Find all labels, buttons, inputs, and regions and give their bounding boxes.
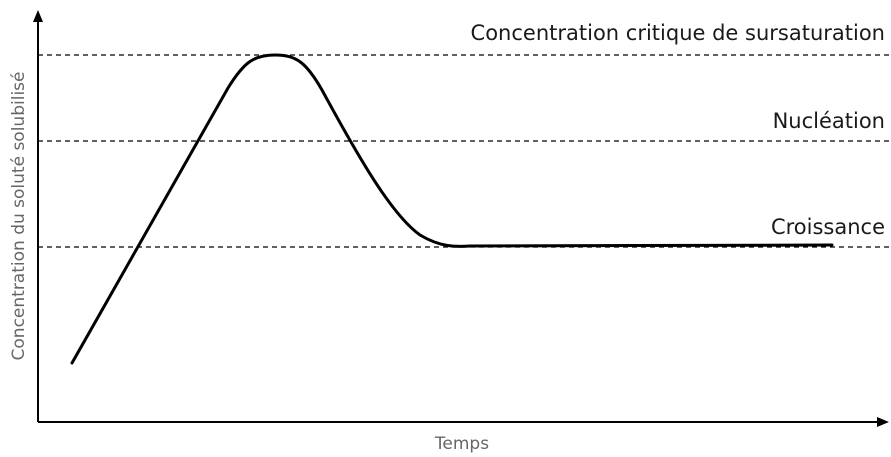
x-axis-label: Temps	[434, 434, 489, 454]
x-arrow	[877, 417, 889, 427]
concentration-curve	[70, 53, 834, 365]
y-arrow	[33, 10, 43, 22]
level-label: Concentration critique de sursaturation	[471, 21, 885, 45]
level-lines	[38, 54, 891, 248]
y-axis-label: Concentration du soluté solubilisé	[9, 72, 29, 361]
level-label: Nucléation	[773, 109, 885, 133]
level-label: Croissance	[771, 215, 885, 239]
